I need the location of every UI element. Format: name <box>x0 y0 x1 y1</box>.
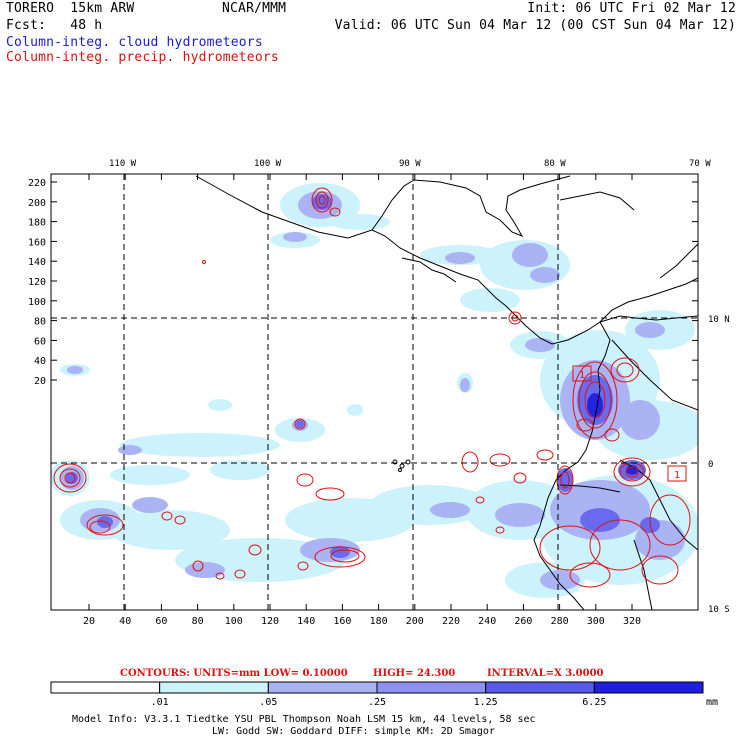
y-tick-label: 20 <box>34 376 46 387</box>
contour-label: 1 <box>579 370 585 381</box>
colorbar <box>50 681 704 694</box>
x-tick-label: 20 <box>83 616 95 627</box>
y-tick-label: 200 <box>28 198 46 209</box>
x-tick-label: 160 <box>333 616 351 627</box>
contours-info: CONTOURS: UNITS=mm LOW= 0.10000 HIGH= 24… <box>120 668 604 679</box>
y-axis-ticks <box>51 181 698 381</box>
lat-label-10s: 10 S <box>708 605 730 615</box>
y-tick-label: 140 <box>28 257 46 268</box>
precip-contours <box>53 187 691 588</box>
y-tick-label: 180 <box>28 218 46 229</box>
field-precip-label: Column-integ. precip. hydrometeors <box>6 50 279 65</box>
x-tick-label: 240 <box>478 616 496 627</box>
colorbar-tick-label: 1.25 <box>474 697 498 708</box>
lon-labels: 110 W 100 W 90 W 80 W 70 W <box>109 159 711 169</box>
x-tick-label: 60 <box>155 616 167 627</box>
x-tick-label: 120 <box>261 616 279 627</box>
x-tick-label: 260 <box>514 616 532 627</box>
colorbar-swatch <box>267 681 378 694</box>
graticule <box>51 174 698 610</box>
lon-label-70w: 70 W <box>689 159 711 169</box>
colorbar-swatch <box>159 681 269 694</box>
map-frame <box>50 173 699 611</box>
colorbar-swatch <box>593 681 704 694</box>
y-tick-label: 40 <box>34 356 46 367</box>
contours-units: CONTOURS: UNITS=mm LOW= 0.10000 <box>120 668 348 679</box>
lon-label-80w: 80 W <box>544 159 566 169</box>
org-label: NCAR/MMM <box>222 1 287 16</box>
x-tick-label: 220 <box>442 616 460 627</box>
colorbar-tick-label: 6.25 <box>582 697 606 708</box>
init-time: Init: 06 UTC Fri 02 Mar 12 <box>527 1 736 16</box>
colorbar-tick-label: .01 <box>151 697 169 708</box>
contours-interval: INTERVAL=X 3.0000 <box>487 668 604 679</box>
x-tick-label: 200 <box>406 616 424 627</box>
y-tick-label: 60 <box>34 336 46 347</box>
contours-high: HIGH= 24.300 <box>373 668 455 679</box>
footer: Model Info: V3.3.1 Tiedtke YSU PBL Thomp… <box>72 714 536 737</box>
y-tick-label: 80 <box>34 317 46 328</box>
x-axis-ticks <box>88 174 633 610</box>
x-tick-label: 180 <box>370 616 388 627</box>
lon-label-90w: 90 W <box>399 159 421 169</box>
y-axis-labels: 220 200 180 160 140 120 100 80 60 40 20 <box>28 178 46 387</box>
y-tick-label: 160 <box>28 237 46 248</box>
field-cloud-label: Column-integ. cloud hydrometeors <box>6 35 263 50</box>
colorbar-tick-label: .05 <box>259 697 277 708</box>
lat-label-10n: 10 N <box>708 315 730 325</box>
colorbar-swatch <box>485 681 595 694</box>
contour-box-labels: 1 1 <box>579 370 680 481</box>
model-title: TORERO 15km ARW <box>6 1 135 16</box>
y-tick-label: 220 <box>28 178 46 189</box>
footer-model-info: Model Info: V3.3.1 Tiedtke YSU PBL Thomp… <box>72 714 536 725</box>
x-tick-label: 100 <box>225 616 243 627</box>
cloud-shading <box>51 183 698 598</box>
x-axis-labels: 20 40 60 80 100 120 140 160 180 200 220 240 260 280 30… <box>83 616 641 627</box>
valid-time: Valid: 06 UTC Sun 04 Mar 12 (00 CST Sun … <box>334 18 736 33</box>
colorbar-unit: mm <box>706 697 718 708</box>
y-tick-label: 120 <box>28 277 46 288</box>
x-tick-label: 280 <box>551 616 569 627</box>
x-tick-label: 40 <box>119 616 131 627</box>
forecast-hour: Fcst: 48 h <box>6 18 103 33</box>
colorbar-labels: .01 .05 .25 1.25 6.25 <box>151 697 607 708</box>
x-tick-label: 320 <box>623 616 641 627</box>
x-tick-label: 300 <box>587 616 605 627</box>
colorbar-swatch <box>50 681 161 694</box>
colorbar-swatch <box>376 681 487 694</box>
lat-label-0: 0 <box>708 460 713 470</box>
lat-labels: 10 N 0 10 S <box>708 315 730 615</box>
x-tick-label: 80 <box>192 616 204 627</box>
contour-label: 1 <box>674 470 680 481</box>
y-tick-label: 100 <box>28 297 46 308</box>
lon-label-110w: 110 W <box>109 159 137 169</box>
colorbar-tick-label: .25 <box>368 697 386 708</box>
lon-label-100w: 100 W <box>254 159 282 169</box>
x-tick-label: 140 <box>297 616 315 627</box>
footer-physics: LW: Godd SW: Goddard DIFF: simple KM: 2D… <box>212 726 495 737</box>
